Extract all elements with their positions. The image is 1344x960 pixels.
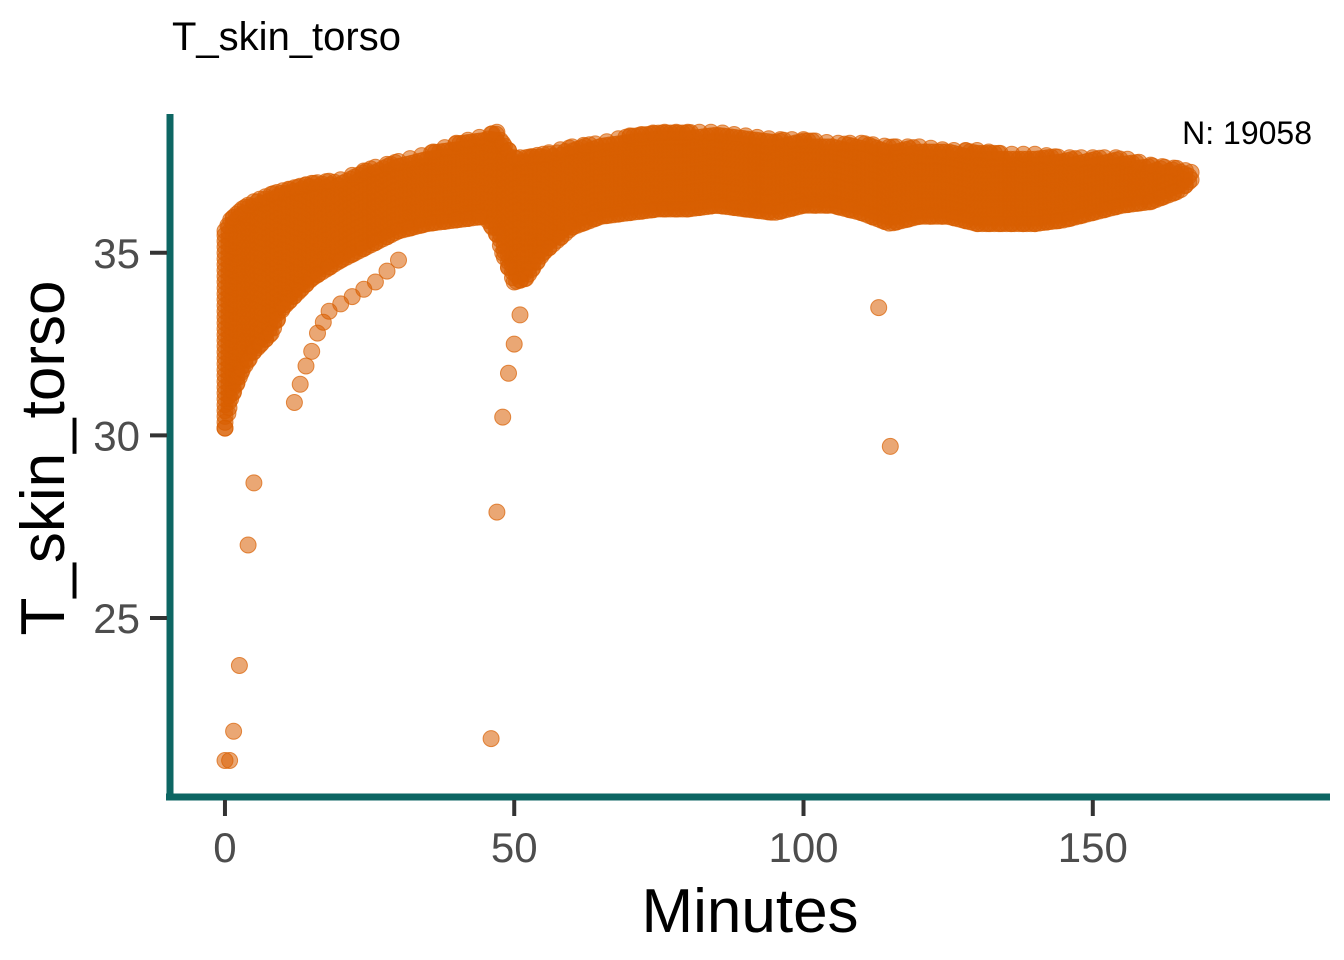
y-tick-label: 25 — [93, 595, 140, 642]
x-tick-label: 0 — [213, 824, 236, 871]
x-tick-label: 150 — [1058, 824, 1128, 871]
outlier-point — [482, 730, 500, 748]
outlier-point — [225, 722, 243, 740]
data-point — [1182, 171, 1200, 189]
data-point — [216, 419, 234, 437]
x-tick-label: 50 — [491, 824, 538, 871]
y-axis-ticks: 25 30 35 — [93, 230, 167, 642]
outlier-point — [881, 437, 899, 455]
data-points — [216, 123, 1200, 769]
x-axis-title: Minutes — [641, 877, 858, 946]
outlier-point — [494, 408, 512, 426]
outlier-point — [245, 474, 263, 492]
data-point — [500, 258, 517, 276]
outlier-point — [297, 357, 315, 375]
outlier-point — [221, 752, 239, 769]
outlier-point — [285, 394, 303, 411]
outlier-point — [488, 503, 506, 521]
outlier-point — [500, 364, 517, 382]
y-axis-title: T_skin_torso — [9, 281, 78, 636]
outlier-point — [303, 342, 321, 360]
data-point — [219, 405, 237, 422]
y-tick-label: 35 — [93, 230, 140, 277]
outlier-point — [870, 299, 888, 317]
outlier-point — [239, 536, 257, 554]
y-tick-label: 30 — [93, 412, 140, 459]
outlier-point — [291, 375, 309, 393]
chart-title: T_skin_torso — [172, 15, 401, 59]
outlier-point — [230, 657, 248, 674]
outlier-point — [511, 306, 529, 324]
data-point — [494, 244, 512, 262]
x-tick-label: 100 — [768, 824, 838, 871]
outlier-point — [505, 335, 523, 353]
x-axis-ticks: 0 50 100 150 — [213, 800, 1128, 871]
outlier-point — [390, 251, 407, 269]
data-point — [488, 226, 506, 243]
sample-size-annotation: N: 19058 — [1182, 115, 1312, 151]
